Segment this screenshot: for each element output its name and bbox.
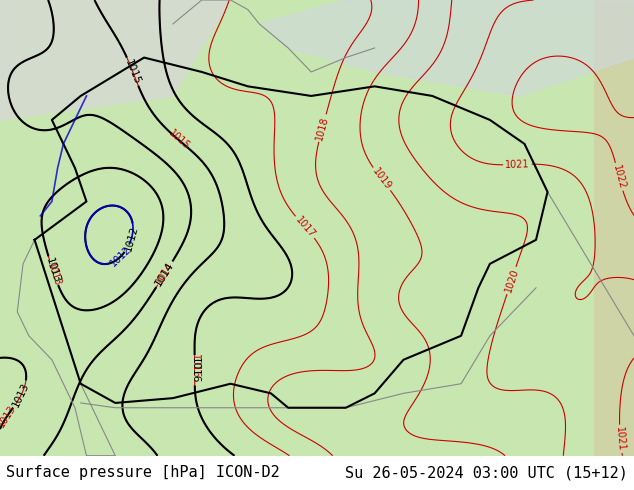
Polygon shape (0, 0, 231, 120)
Text: 1013: 1013 (11, 381, 32, 409)
Text: 1021: 1021 (505, 159, 530, 170)
Text: Surface pressure [hPa] ICON-D2: Surface pressure [hPa] ICON-D2 (6, 466, 280, 480)
Text: 1020: 1020 (503, 267, 520, 294)
Bar (593, 0, 634, 456)
Text: 1012: 1012 (123, 224, 140, 252)
Polygon shape (259, 0, 634, 96)
Text: 1017: 1017 (293, 215, 317, 240)
Text: Su 26-05-2024 03:00 UTC (15+12): Su 26-05-2024 03:00 UTC (15+12) (345, 466, 628, 480)
Text: 1014: 1014 (153, 261, 176, 288)
Text: 1013: 1013 (0, 403, 18, 429)
Text: 1014: 1014 (155, 260, 176, 286)
Text: 1015: 1015 (123, 57, 142, 86)
Text: 1013: 1013 (46, 261, 63, 288)
Text: 1021: 1021 (614, 426, 626, 452)
Text: 1022: 1022 (611, 164, 627, 190)
Text: 1018: 1018 (314, 115, 330, 141)
Text: 1012: 1012 (108, 244, 133, 269)
Text: 1019: 1019 (370, 166, 393, 192)
Text: 1016: 1016 (190, 357, 200, 384)
Text: 1013: 1013 (44, 257, 62, 285)
Text: 1015: 1015 (167, 128, 191, 152)
Text: 1016: 1016 (190, 353, 200, 378)
